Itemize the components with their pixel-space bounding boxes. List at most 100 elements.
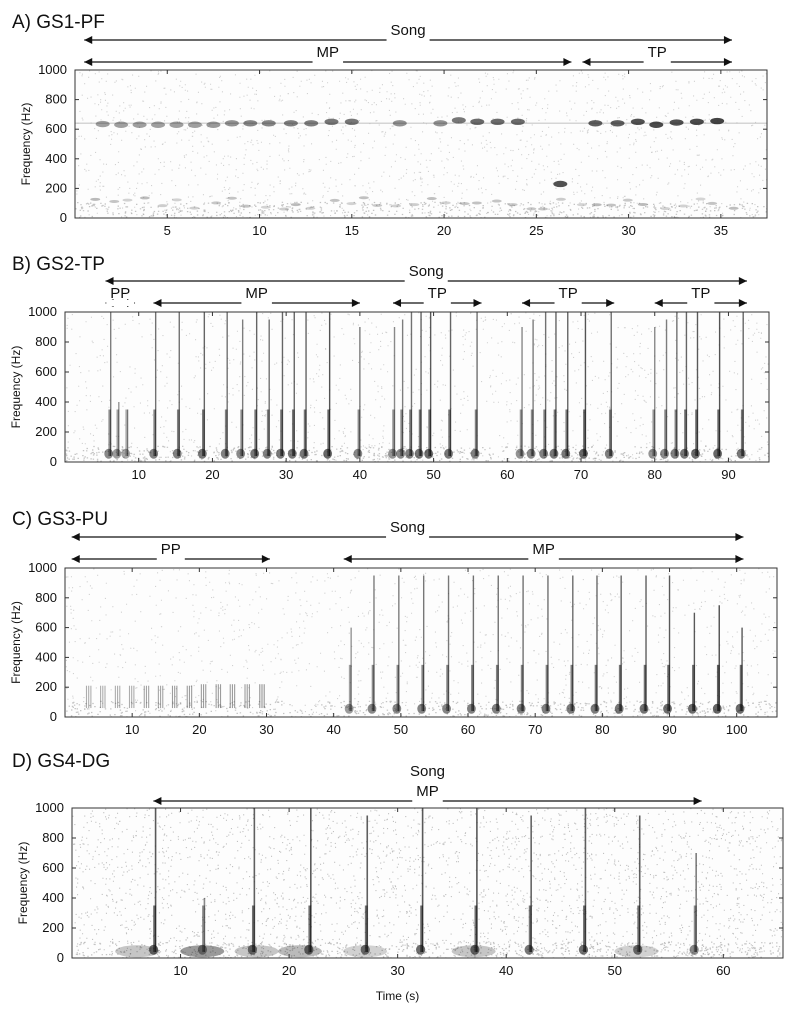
y-tick-label: 1000 bbox=[38, 62, 67, 77]
pulse-mark bbox=[670, 312, 680, 459]
low-call-mark bbox=[329, 198, 340, 202]
note-mark bbox=[669, 119, 684, 126]
pulse-mark bbox=[172, 312, 182, 459]
arrow-head-left bbox=[153, 299, 162, 307]
x-tick-label: 100 bbox=[726, 722, 748, 737]
axes-frame bbox=[64, 567, 778, 718]
label-gap bbox=[528, 556, 559, 562]
low-call-mark bbox=[358, 196, 369, 200]
annotation-tp: TP bbox=[393, 285, 482, 307]
low-call-mark bbox=[526, 207, 537, 211]
low-call-mark bbox=[90, 197, 101, 201]
pulse-mark bbox=[276, 312, 285, 459]
low-call-mark bbox=[440, 201, 451, 205]
label-gap bbox=[156, 556, 185, 562]
arrow-head-left bbox=[84, 58, 93, 66]
low-call-mark bbox=[260, 205, 271, 209]
x-tick-label: 15 bbox=[345, 223, 359, 238]
low-call-mark bbox=[226, 196, 237, 200]
x-tick-label: 50 bbox=[608, 963, 622, 978]
annotation-tp: TP bbox=[654, 285, 747, 307]
pulse-mark bbox=[220, 312, 230, 459]
x-tick-label: 30 bbox=[621, 223, 635, 238]
pp-pulse-mark bbox=[143, 685, 150, 709]
note-mark bbox=[433, 120, 448, 127]
pulse-mark bbox=[442, 575, 451, 714]
note-mark bbox=[470, 118, 485, 126]
x-tick-label: 60 bbox=[461, 722, 475, 737]
pulse-mark bbox=[660, 319, 669, 459]
x-tick-label: 10 bbox=[125, 722, 139, 737]
y-tick-label: 800 bbox=[35, 590, 57, 605]
pulse-mark bbox=[247, 808, 257, 955]
annotation-label: Song bbox=[390, 519, 425, 536]
pulse-mark bbox=[112, 402, 122, 459]
pp-pulse-mark bbox=[128, 685, 135, 709]
pulse-mark bbox=[470, 312, 480, 459]
arrow-head-left bbox=[71, 533, 80, 541]
note-mark bbox=[490, 118, 505, 126]
low-call-mark bbox=[622, 198, 633, 202]
x-tick-label: 80 bbox=[595, 722, 609, 737]
annotation-label: Song bbox=[409, 263, 444, 280]
pulse-mark bbox=[250, 312, 260, 459]
annotation-mp: MP bbox=[343, 541, 744, 563]
pulse-mark bbox=[604, 312, 614, 459]
arrow-head-right bbox=[261, 555, 270, 563]
x-tick-label: 20 bbox=[282, 963, 296, 978]
pulse-mark bbox=[405, 312, 414, 459]
arrow-head-right bbox=[735, 555, 744, 563]
low-call-mark bbox=[241, 204, 252, 208]
y-tick-label: 200 bbox=[45, 180, 67, 195]
label-gap bbox=[554, 300, 582, 306]
pulse-mark bbox=[367, 575, 377, 714]
pulse-mark bbox=[197, 312, 207, 459]
pulse-mark bbox=[735, 627, 745, 714]
x-tick-label: 20 bbox=[192, 722, 206, 737]
x-tick-label: 20 bbox=[205, 467, 219, 482]
spectrogram-image bbox=[65, 568, 777, 717]
y-axis-label: Frequency (Hz) bbox=[9, 346, 23, 429]
annotation-pp: PP bbox=[71, 541, 270, 563]
x-tick-label: 35 bbox=[714, 223, 728, 238]
low-band-noise bbox=[66, 700, 777, 717]
y-tick-label: 400 bbox=[42, 890, 64, 905]
low-energy-blob bbox=[451, 945, 496, 958]
arrow-head-right bbox=[606, 299, 615, 307]
pulse-mark bbox=[323, 312, 333, 459]
panel-title: A) GS1-PF bbox=[12, 12, 105, 33]
note-mark bbox=[689, 118, 704, 126]
low-energy-blob bbox=[277, 945, 322, 958]
label-gap bbox=[687, 300, 715, 306]
note-mark bbox=[206, 121, 221, 128]
pulse-mark bbox=[197, 898, 208, 955]
pulse-mark bbox=[392, 575, 402, 714]
pulse-mark bbox=[148, 808, 159, 955]
note-mark bbox=[95, 120, 110, 128]
spectrogram-image bbox=[65, 312, 769, 462]
pulse-mark bbox=[579, 312, 588, 459]
annotation-song: Song bbox=[71, 519, 744, 541]
plot-area bbox=[75, 70, 767, 218]
pulse-mark bbox=[414, 312, 424, 459]
label-gap bbox=[386, 37, 430, 43]
y-tick-label: 0 bbox=[60, 210, 67, 225]
low-call-mark bbox=[576, 203, 587, 207]
pulse-mark bbox=[416, 808, 426, 955]
low-call-mark bbox=[471, 201, 482, 205]
low-call-mark bbox=[372, 203, 383, 207]
x-tick-label: 10 bbox=[252, 223, 266, 238]
low-call-mark bbox=[491, 199, 502, 203]
low-call-mark bbox=[278, 207, 289, 211]
pulse-mark bbox=[262, 319, 272, 459]
plot-area bbox=[65, 568, 777, 717]
low-call-mark bbox=[660, 207, 671, 211]
pulse-mark bbox=[578, 808, 589, 955]
note-mark bbox=[588, 120, 603, 127]
y-tick-label: 800 bbox=[45, 92, 67, 107]
x-tick-label: 40 bbox=[353, 467, 367, 482]
pulse-mark bbox=[590, 575, 600, 714]
low-call-mark bbox=[426, 197, 437, 201]
y-tick-label: 600 bbox=[35, 364, 57, 379]
y-axis-label: Frequency (Hz) bbox=[16, 842, 30, 925]
